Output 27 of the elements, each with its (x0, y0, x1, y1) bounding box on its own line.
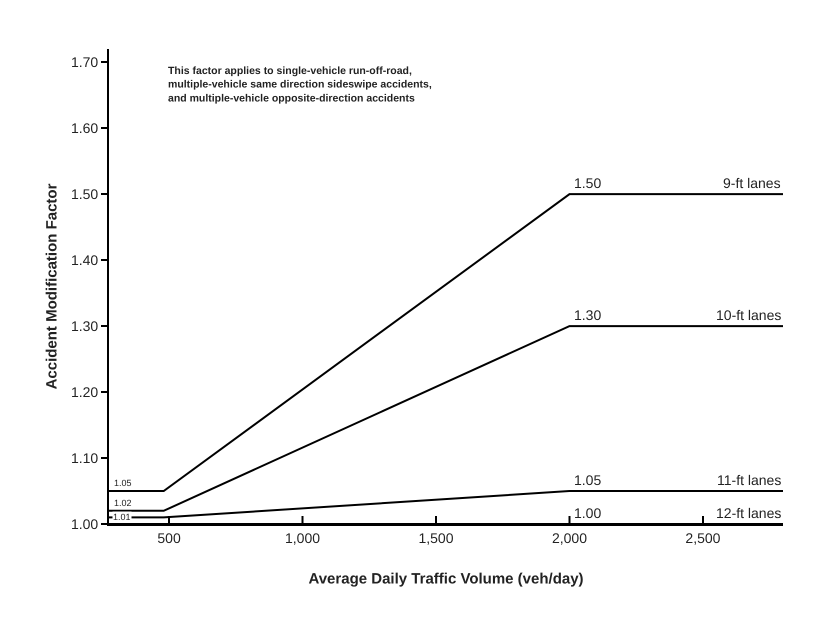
data-label: 1.00 (574, 505, 602, 521)
series-label: 11-ft lanes (717, 472, 782, 488)
data-label: 1.50 (574, 175, 602, 191)
y-tick-label: 1.40 (70, 252, 98, 268)
data-label: 1.05 (114, 478, 132, 488)
x-tick-label: 1,500 (418, 530, 454, 546)
data-label: 1.02 (114, 498, 132, 508)
series-label: 10-ft lanes (716, 307, 782, 323)
annotation: This factor applies to single-vehicle run-off-road, multiple-vehicle same direction sideswipe accidents, and multiple-vehicle opposite-direction accidents (168, 65, 432, 104)
x-tick-label: 2,000 (552, 530, 588, 546)
x-tick-label: 2,500 (685, 530, 721, 546)
y-tick-label: 1.20 (70, 384, 98, 400)
x-tick-label: 500 (157, 530, 181, 546)
y-axis-title: Accident Modification Factor (44, 183, 61, 390)
y-tick-label: 1.60 (70, 120, 98, 136)
x-axis-title: Average Daily Traffic Volume (veh/day) (308, 570, 584, 588)
data-label: 1.05 (574, 472, 602, 488)
data-label: 1.30 (574, 307, 602, 323)
series-label: 9-ft lanes (723, 175, 781, 191)
y-tick-label: 1.30 (70, 318, 98, 334)
y-tick-label: 1.10 (70, 450, 98, 466)
y-tick-label: 1.70 (70, 54, 98, 70)
data-label: 1.01 (113, 512, 131, 522)
legend-label: 12-ft lanes (716, 505, 782, 521)
y-tick-label: 1.50 (70, 186, 98, 202)
x-tick-label: 1,000 (284, 530, 320, 546)
y-tick-label: 1.00 (70, 516, 98, 532)
